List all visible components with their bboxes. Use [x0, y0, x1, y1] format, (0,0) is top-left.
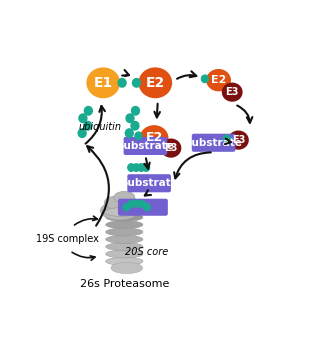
Circle shape	[223, 135, 230, 143]
Circle shape	[133, 200, 140, 207]
Ellipse shape	[140, 125, 168, 151]
Text: E2: E2	[211, 75, 226, 85]
Ellipse shape	[106, 257, 143, 265]
FancyBboxPatch shape	[124, 137, 167, 155]
Text: E3: E3	[232, 135, 245, 145]
Circle shape	[84, 107, 92, 115]
Ellipse shape	[106, 243, 143, 251]
Circle shape	[202, 75, 208, 83]
Circle shape	[143, 164, 150, 171]
Ellipse shape	[100, 201, 138, 220]
Ellipse shape	[112, 197, 141, 213]
Ellipse shape	[106, 235, 143, 243]
Ellipse shape	[228, 130, 249, 150]
Text: Substrate: Substrate	[120, 178, 178, 188]
Circle shape	[138, 164, 145, 171]
Text: 26s Proteasome: 26s Proteasome	[80, 279, 169, 289]
Circle shape	[128, 201, 134, 208]
Ellipse shape	[106, 221, 143, 229]
Ellipse shape	[161, 138, 181, 158]
Circle shape	[132, 107, 140, 115]
Text: E3: E3	[164, 143, 178, 153]
Ellipse shape	[106, 213, 143, 221]
Ellipse shape	[114, 191, 135, 203]
Text: E3: E3	[226, 87, 239, 97]
Text: 19S complex: 19S complex	[36, 234, 99, 244]
Circle shape	[79, 114, 87, 122]
Ellipse shape	[106, 250, 143, 258]
Ellipse shape	[86, 67, 120, 98]
Text: Substrate: Substrate	[116, 141, 174, 151]
Circle shape	[144, 204, 150, 211]
Ellipse shape	[206, 69, 231, 91]
Text: E2: E2	[146, 131, 163, 145]
Ellipse shape	[139, 67, 172, 98]
Ellipse shape	[111, 262, 143, 274]
Text: E1: E1	[94, 76, 113, 90]
Circle shape	[128, 164, 135, 171]
Ellipse shape	[104, 208, 140, 217]
Ellipse shape	[106, 228, 143, 236]
Circle shape	[118, 79, 126, 87]
FancyBboxPatch shape	[127, 174, 171, 192]
Circle shape	[132, 79, 140, 87]
Circle shape	[123, 204, 130, 211]
Text: Substrate: Substrate	[185, 138, 243, 148]
Text: ubiquitin: ubiquitin	[78, 122, 122, 132]
FancyBboxPatch shape	[192, 134, 236, 152]
Circle shape	[135, 132, 142, 139]
Ellipse shape	[104, 196, 130, 209]
Circle shape	[133, 164, 140, 171]
Ellipse shape	[222, 83, 243, 102]
Circle shape	[139, 201, 145, 208]
Text: E2: E2	[146, 76, 165, 90]
FancyBboxPatch shape	[118, 199, 168, 216]
Circle shape	[78, 129, 86, 137]
Text: 20S core: 20S core	[125, 247, 168, 257]
Circle shape	[125, 129, 133, 137]
Circle shape	[131, 121, 139, 130]
Circle shape	[126, 114, 134, 122]
Circle shape	[84, 121, 92, 130]
